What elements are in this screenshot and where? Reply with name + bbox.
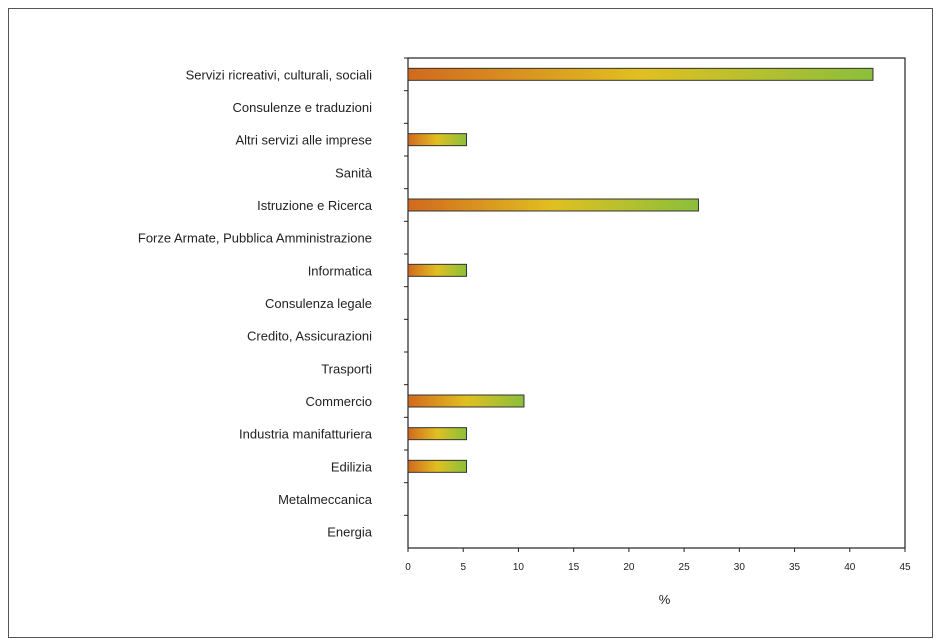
bar bbox=[407, 394, 525, 408]
category-label: Consulenza legale bbox=[265, 296, 372, 311]
x-tick-label: 15 bbox=[568, 562, 580, 573]
category-label: Metalmeccanica bbox=[278, 492, 373, 507]
category-label: Informatica bbox=[308, 263, 373, 278]
category-label: Sanità bbox=[335, 165, 373, 180]
category-label: Altri servizi alle imprese bbox=[235, 133, 372, 148]
x-tick-label: 0 bbox=[405, 562, 411, 573]
x-tick-label: 35 bbox=[789, 562, 801, 573]
bar bbox=[407, 133, 468, 147]
bar bbox=[407, 427, 468, 441]
bar bbox=[407, 459, 468, 473]
bar bbox=[407, 67, 874, 81]
x-tick-label: 10 bbox=[513, 562, 525, 573]
plot-area bbox=[407, 57, 906, 549]
category-label: Consulenze e traduzioni bbox=[233, 100, 373, 115]
x-tick-label: 45 bbox=[899, 562, 911, 573]
x-tick-label: 20 bbox=[623, 562, 635, 573]
category-label: Energia bbox=[327, 525, 373, 540]
category-label: Trasporti bbox=[321, 361, 372, 376]
category-label: Edilizia bbox=[331, 459, 373, 474]
x-tick-label: 30 bbox=[734, 562, 746, 573]
x-axis-title: % bbox=[659, 592, 671, 607]
bar bbox=[407, 198, 699, 212]
chart-frame bbox=[8, 8, 933, 638]
category-label: Credito, Assicurazioni bbox=[247, 329, 372, 344]
category-label: Commercio bbox=[306, 394, 372, 409]
category-label: Servizi ricreativi, culturali, sociali bbox=[186, 67, 372, 82]
bar bbox=[407, 263, 468, 277]
category-label: Forze Armate, Pubblica Amministrazione bbox=[138, 231, 372, 246]
category-label: Industria manifatturiera bbox=[239, 427, 373, 442]
x-tick-label: 5 bbox=[460, 562, 466, 573]
category-label: Istruzione e Ricerca bbox=[257, 198, 373, 213]
x-tick-label: 25 bbox=[679, 562, 691, 573]
x-tick-label: 40 bbox=[844, 562, 856, 573]
